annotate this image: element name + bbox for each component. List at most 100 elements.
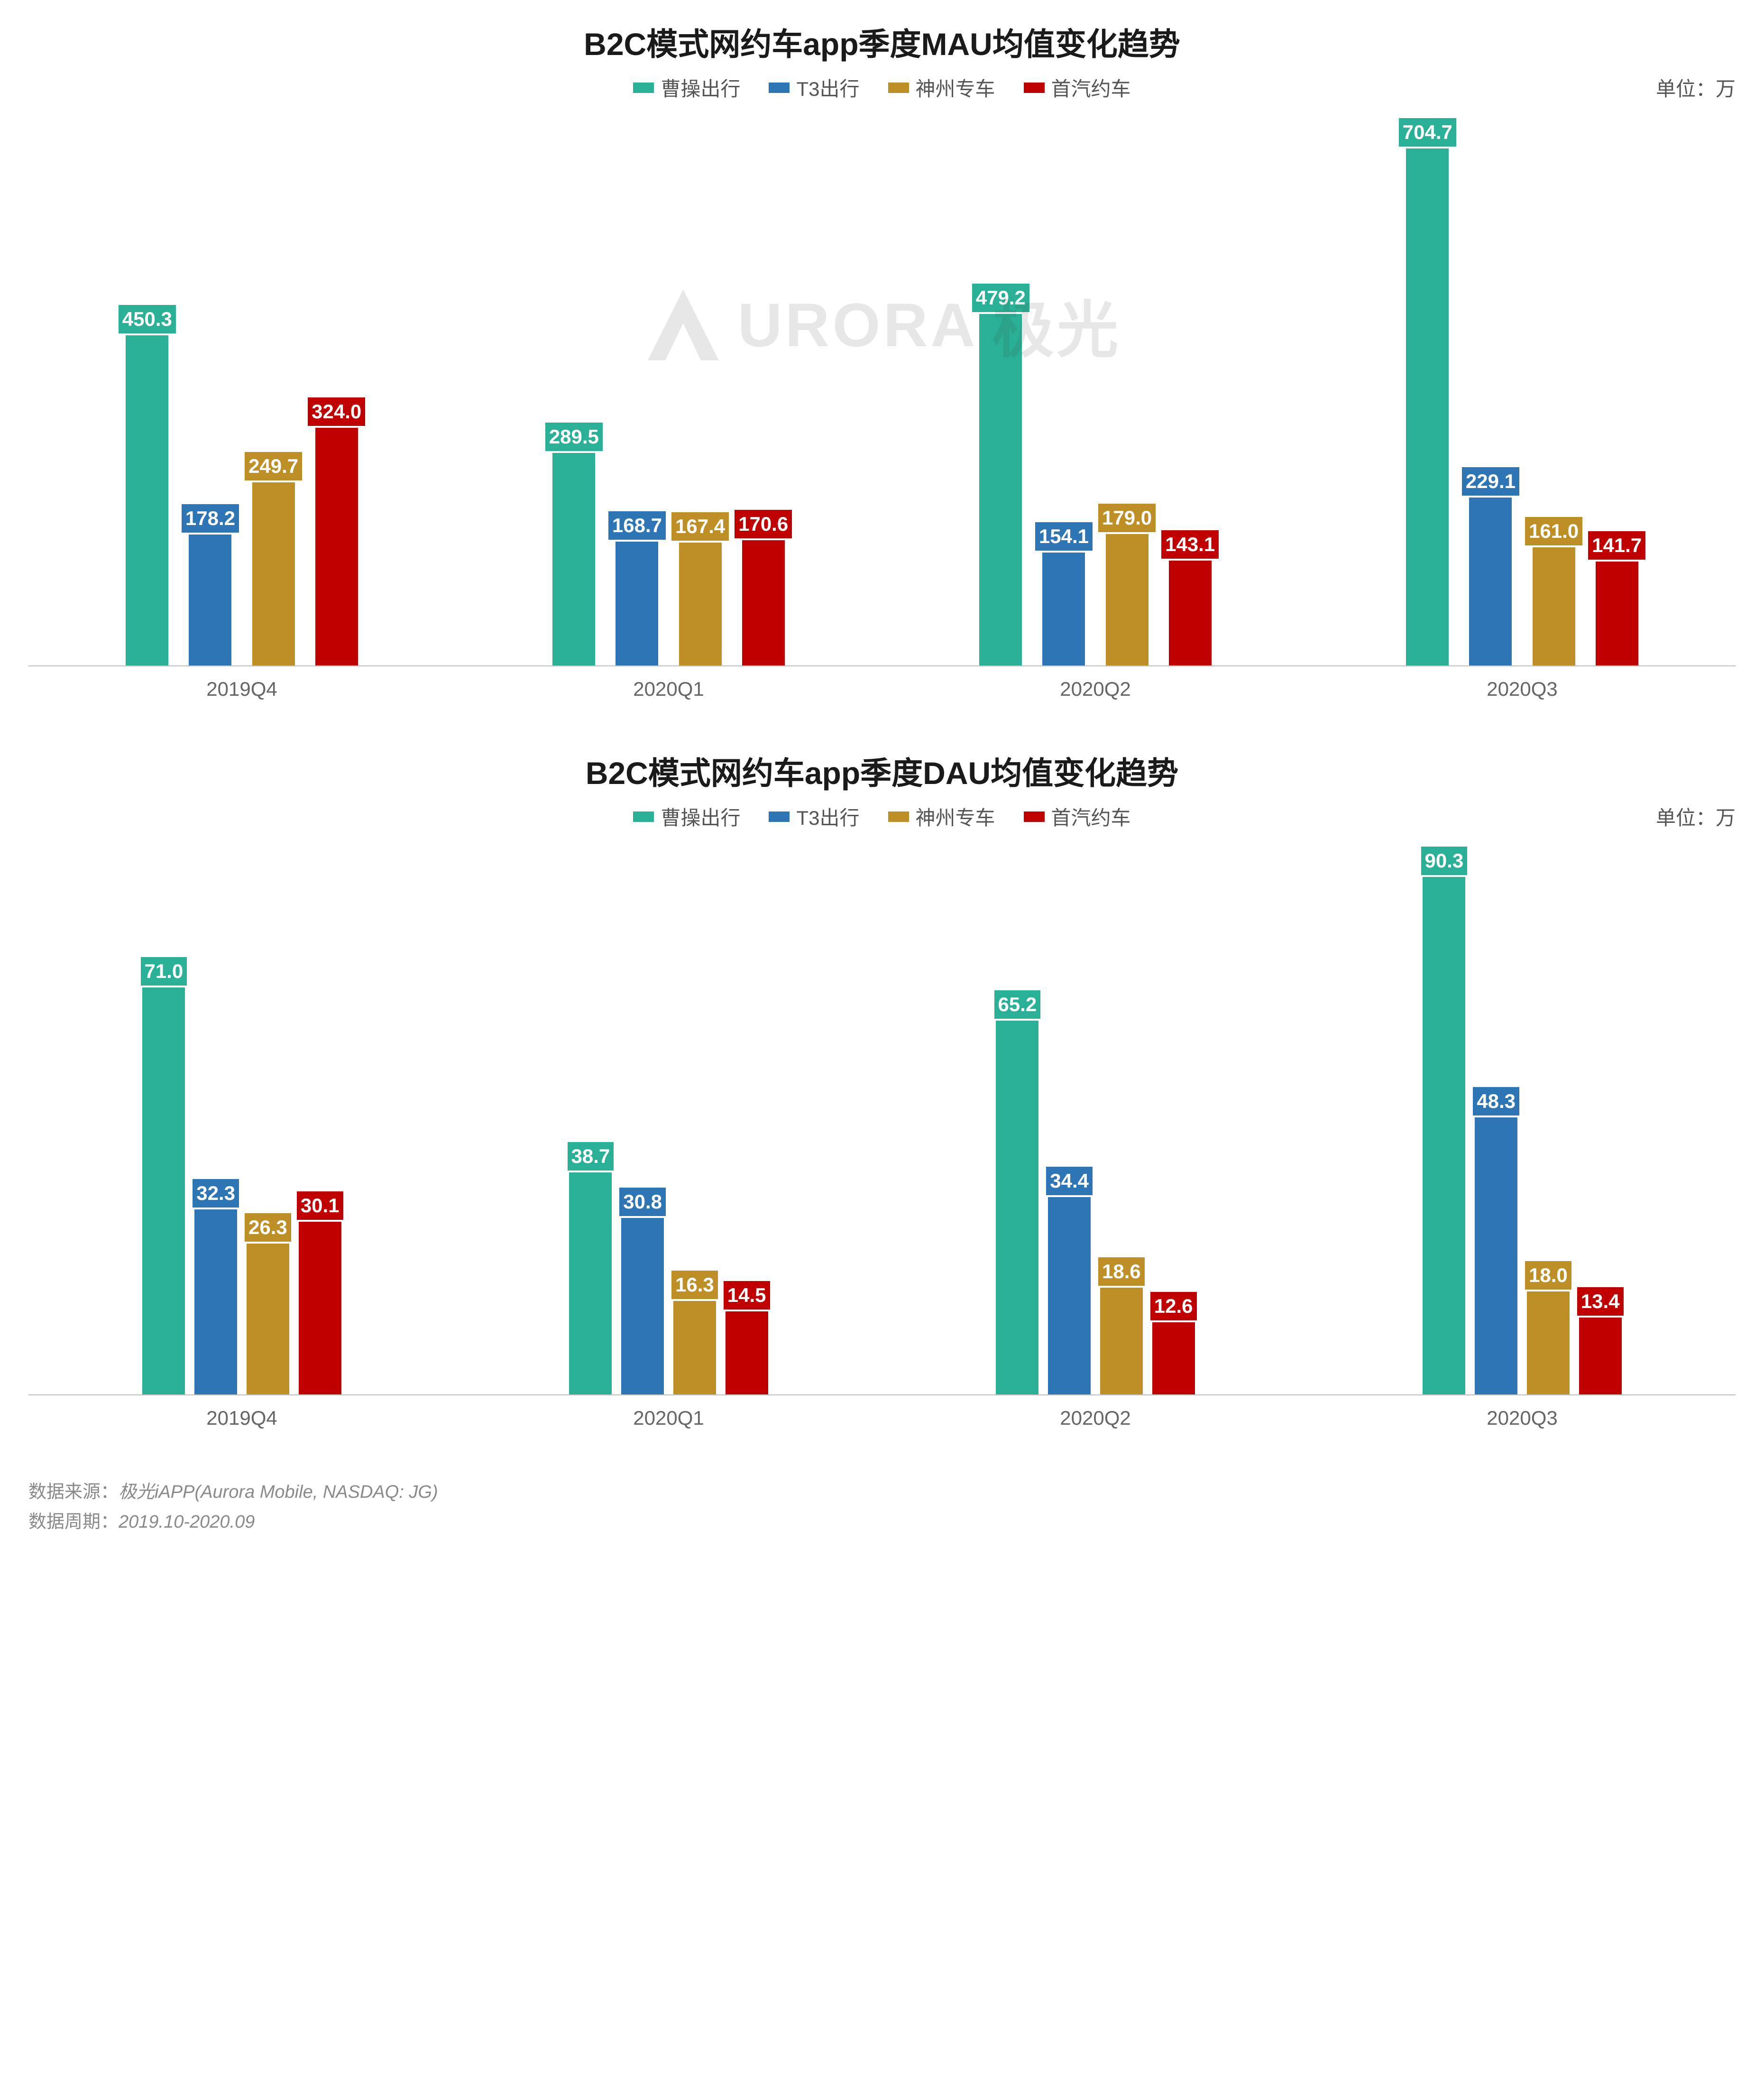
bar-wrap: 161.0	[1525, 116, 1582, 665]
legend-item: 曹操出行	[633, 802, 740, 831]
bar-group: 90.348.318.013.4	[1421, 845, 1624, 1394]
bar-value-label: 38.7	[568, 1142, 614, 1171]
bar	[1048, 1197, 1091, 1394]
legend-item: 神州专车	[888, 73, 995, 102]
chart-block-dau: B2C模式网约车app季度DAU均值变化趋势曹操出行T3出行神州专车首汽约车 单位…	[28, 748, 1736, 1429]
legend-item: 神州专车	[888, 802, 995, 831]
bar-value-label: 289.5	[545, 423, 603, 451]
bar-value-label: 14.5	[724, 1281, 770, 1309]
bar-group: 479.2154.1179.0143.1	[972, 116, 1219, 665]
x-axis-tick: 2020Q3	[1425, 1407, 1619, 1429]
bar-groups: 450.3 178.2249.7324.0 289.5 168.7167.4170.6…	[28, 116, 1736, 665]
bar-value-label: 18.0	[1525, 1261, 1571, 1290]
bar-value-label: 143.1	[1161, 530, 1219, 559]
bar-groups: 71.032.326.330.1 38.730.816.314.5 65.234.4…	[28, 845, 1736, 1394]
legend-swatch	[633, 811, 654, 822]
bar-wrap: 479.2	[972, 116, 1029, 665]
bar-wrap: 141.7	[1588, 116, 1645, 665]
x-axis-tick: 2020Q1	[572, 1407, 765, 1429]
bar-wrap: 34.4	[1046, 845, 1093, 1394]
bar	[247, 1244, 289, 1394]
bar-group: 289.5 168.7167.4170.6	[545, 116, 792, 665]
bar-group: 65.234.418.612.6	[994, 845, 1197, 1394]
bar	[126, 335, 168, 665]
legend-item: T3出行	[769, 73, 859, 102]
bar-value-label: 154.1	[1035, 522, 1093, 551]
x-axis-tick: 2020Q3	[1425, 678, 1619, 701]
legend-items: 曹操出行T3出行神州专车首汽约车	[633, 802, 1130, 831]
legend-swatch	[888, 811, 909, 822]
x-axis-tick: 2019Q4	[145, 1407, 339, 1429]
bar-wrap: 18.6	[1098, 845, 1145, 1394]
legend-label: 神州专车	[916, 73, 995, 102]
footer-period: 数据周期：2019.10-2020.09	[28, 1507, 1736, 1533]
bar-value-label: 18.6	[1098, 1257, 1145, 1286]
legend-swatch	[888, 83, 909, 93]
bar	[1469, 498, 1512, 665]
legend-swatch	[1024, 811, 1045, 822]
bar-value-label: 229.1	[1462, 467, 1519, 496]
unit-label: 单位：万	[1656, 802, 1736, 831]
chart-title: B2C模式网约车app季度DAU均值变化趋势	[28, 748, 1736, 793]
bar	[1596, 562, 1638, 665]
legend-label: 曹操出行	[661, 802, 740, 831]
bar-group: 450.3 178.2249.7324.0	[119, 116, 365, 665]
bar-wrap: 289.5	[545, 116, 603, 665]
footer-source: 数据来源：极光iAPP(Aurora Mobile, NASDAQ: JG)	[28, 1477, 1736, 1503]
bar	[1406, 148, 1449, 665]
footer-source-value: 极光iAPP(Aurora Mobile, NASDAQ: JG)	[119, 1482, 438, 1502]
bar-wrap: 229.1	[1462, 116, 1519, 665]
bar-value-label: 65.2	[994, 990, 1041, 1019]
legend-label: 首汽约车	[1051, 73, 1131, 102]
legend-item: 曹操出行	[633, 73, 740, 102]
bar-value-label: 450.3	[119, 305, 176, 333]
bar-value-label: 13.4	[1577, 1287, 1624, 1316]
bar	[299, 1222, 341, 1394]
legend-swatch	[769, 83, 790, 93]
bar	[1042, 553, 1085, 665]
footer-source-label: 数据来源：	[28, 1482, 119, 1502]
bar-value-label: 16.3	[671, 1271, 718, 1299]
bar-wrap: 26.3	[245, 845, 291, 1394]
bar-wrap: 71.0	[141, 845, 187, 1394]
bar-value-label: 178.2	[182, 504, 239, 533]
bar	[1579, 1318, 1622, 1394]
bar-wrap: 65.2	[994, 845, 1041, 1394]
x-axis: 2019Q42020Q12020Q22020Q3	[28, 678, 1736, 701]
bar-value-label: 12.6	[1150, 1292, 1197, 1320]
bar-wrap: 450.3	[119, 116, 176, 665]
footer: 数据来源：极光iAPP(Aurora Mobile, NASDAQ: JG)数据…	[28, 1477, 1736, 1533]
bar	[679, 543, 722, 665]
bar-wrap: 12.6	[1150, 845, 1197, 1394]
bar	[742, 540, 785, 665]
legend-swatch	[1024, 83, 1045, 93]
bar-value-label: 30.1	[297, 1191, 343, 1220]
bar	[194, 1209, 237, 1394]
x-axis-tick: 2020Q2	[999, 678, 1192, 701]
legend-label: 曹操出行	[661, 73, 740, 102]
bar-wrap: 30.8	[619, 845, 666, 1394]
unit-label: 单位：万	[1656, 73, 1736, 102]
bar	[1527, 1291, 1570, 1395]
bar-wrap: 13.4	[1577, 845, 1624, 1394]
bar-wrap: 178.2	[182, 116, 239, 665]
legend-label: T3出行	[796, 73, 859, 102]
bar-value-label: 32.3	[193, 1179, 239, 1208]
plot-area: URORA极光450.3178.2249.7324.0289.5168.7167…	[28, 116, 1736, 666]
bar-wrap: 18.0	[1525, 845, 1571, 1394]
legend-swatch	[633, 83, 654, 93]
legend-row: 曹操出行 T3出行 神州专车 首汽约车 单位：万	[28, 73, 1736, 102]
bar-value-label: 26.3	[245, 1213, 291, 1242]
bar-value-label: 179.0	[1098, 504, 1156, 532]
bar-wrap: 32.3	[193, 845, 239, 1394]
bar-wrap: 16.3	[671, 845, 718, 1394]
bar-value-label: 249.7	[245, 452, 302, 480]
bar-wrap: 167.4	[671, 116, 729, 665]
bar	[726, 1311, 768, 1394]
bar	[1152, 1322, 1195, 1394]
bar-value-label: 324.0	[308, 397, 365, 426]
plot-area: 71.032.326.330.1 38.730.816.314.5 65.234.4…	[28, 845, 1736, 1395]
bar-value-label: 170.6	[735, 510, 792, 538]
bar-group: 71.032.326.330.1	[141, 845, 343, 1394]
bar-value-label: 168.7	[608, 511, 666, 540]
